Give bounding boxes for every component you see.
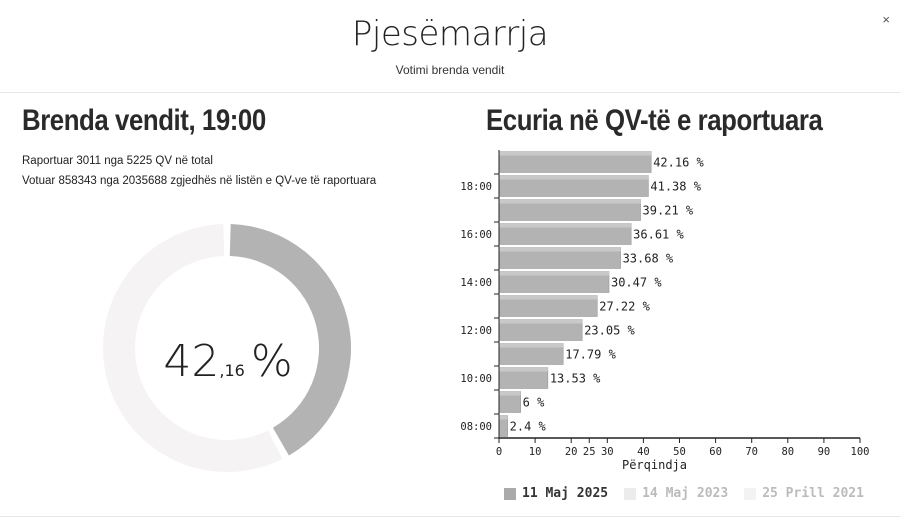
bar-data-label: 23.05 %	[584, 324, 635, 338]
bar-highlight	[499, 223, 632, 228]
bar-highlight	[499, 319, 583, 324]
bar-data-label: 41.38 %	[650, 180, 701, 194]
x-tick-label: 50	[673, 446, 686, 458]
x-tick-label: 90	[818, 446, 831, 458]
voted-count-text: Votuar 858343 nga 2035688 zgjedhës në li…	[22, 175, 377, 187]
footer-divider	[0, 516, 900, 517]
bar-data-label: 39.21 %	[643, 204, 694, 218]
header-divider	[0, 92, 900, 93]
bar-data-label: 13.53 %	[550, 372, 601, 386]
x-axis-title: Përqindja	[622, 458, 687, 472]
chart-legend: 11 Maj 2025 14 Maj 2023 25 Prill 2021	[504, 486, 864, 501]
bar-highlight	[499, 199, 641, 204]
turnout-percent-sign: %	[250, 336, 293, 387]
bar-highlight	[499, 151, 652, 156]
bar-data-label: 27.22 %	[599, 300, 650, 314]
bar-data-label: 42.16 %	[653, 156, 704, 170]
x-tick-label: 30	[601, 446, 614, 458]
bar-highlight	[499, 271, 609, 276]
y-tick-label: 12:00	[460, 325, 492, 337]
x-tick-label: 40	[637, 446, 650, 458]
bar-highlight	[499, 175, 649, 180]
bar-data-label: 2.4 %	[510, 420, 547, 434]
x-tick-label: 100	[851, 446, 870, 458]
y-tick-label: 18:00	[460, 181, 492, 193]
x-tick-label: 60	[709, 446, 722, 458]
bar-highlight	[499, 343, 564, 348]
domestic-heading: Brenda vendit, 19:00	[22, 104, 266, 137]
x-tick-label: 70	[745, 446, 758, 458]
trend-heading: Ecuria në QV-të e raportuara	[486, 104, 823, 137]
legend-swatch-2023	[624, 487, 637, 500]
x-tick-label: 0	[496, 446, 502, 458]
legend-item-2025[interactable]: 11 Maj 2025	[504, 486, 608, 501]
x-tick-label: 10	[529, 446, 542, 458]
legend-label-2023: 14 Maj 2023	[642, 486, 729, 501]
page-title: Pjesëmarrja	[351, 14, 549, 54]
bar-data-label: 17.79 %	[565, 348, 616, 362]
bar-highlight	[499, 367, 548, 372]
legend-swatch-2021	[744, 487, 757, 500]
legend-label-2021: 25 Prill 2021	[762, 486, 864, 501]
bar-data-label: 36.61 %	[633, 228, 684, 242]
y-tick-label: 16:00	[460, 229, 492, 241]
page-subtitle: Votimi brenda vendit	[395, 63, 505, 77]
bar-highlight	[499, 391, 521, 396]
y-tick-label: 14:00	[460, 277, 492, 289]
y-tick-label: 08:00	[460, 421, 492, 433]
x-tick-label: 20	[565, 446, 578, 458]
legend-item-2021[interactable]: 25 Prill 2021	[744, 486, 864, 501]
bar-highlight	[499, 247, 621, 252]
bar-data-label: 33.68 %	[623, 252, 674, 266]
y-tick-label: 10:00	[460, 373, 492, 385]
bar-highlight	[499, 295, 598, 300]
legend-label-2025: 11 Maj 2025	[522, 486, 609, 501]
turnout-decimal: ,16	[219, 361, 245, 380]
x-tick-label: 80	[781, 446, 794, 458]
turnout-integer: 42	[163, 336, 220, 387]
turnout-value: 42,16%	[104, 336, 352, 387]
reported-stations-text: Raportuar 3011 nga 5225 QV në total	[22, 155, 213, 167]
legend-item-2023[interactable]: 14 Maj 2023	[624, 486, 728, 501]
bar-data-label: 6 %	[523, 396, 545, 410]
bar-highlight	[499, 415, 508, 420]
close-icon[interactable]: ×	[882, 12, 890, 27]
bar-data-label: 30.47 %	[611, 276, 662, 290]
legend-swatch-2025	[504, 487, 516, 500]
x-tick-label: 25	[583, 446, 596, 458]
